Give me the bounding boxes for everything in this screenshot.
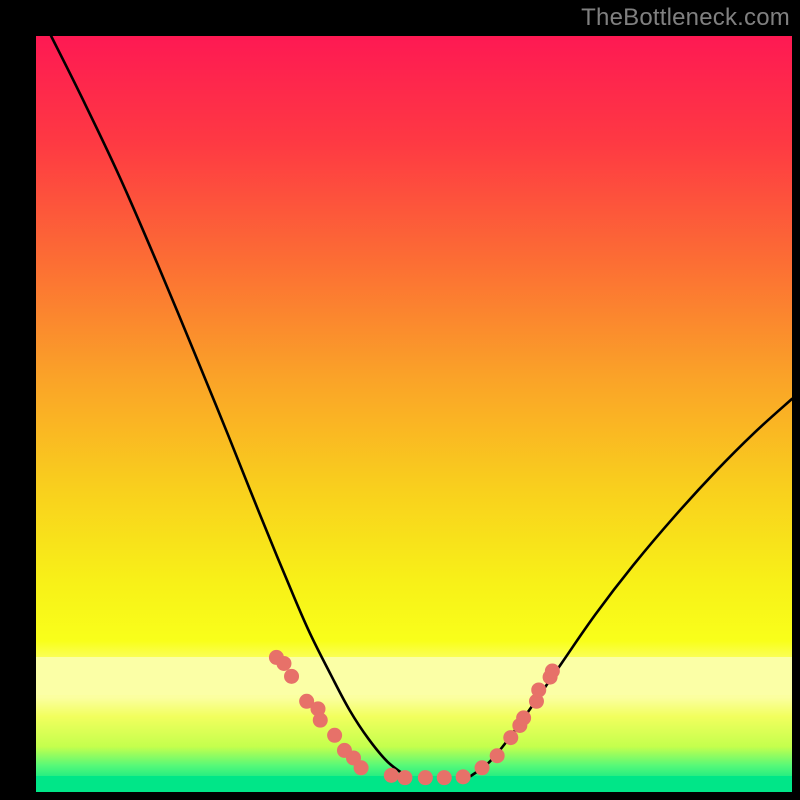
plot-area <box>36 36 792 792</box>
data-point-marker <box>545 664 560 679</box>
data-point-marker <box>284 669 299 684</box>
data-point-marker <box>327 728 342 743</box>
data-point-marker <box>313 713 328 728</box>
data-point-marker <box>354 760 369 775</box>
data-point-marker <box>490 748 505 763</box>
data-point-marker <box>516 710 531 725</box>
data-point-marker <box>456 769 471 784</box>
data-point-marker <box>384 768 399 783</box>
bottleneck-curve <box>51 36 406 776</box>
data-point-marker <box>437 770 452 785</box>
chart-stage: TheBottleneck.com <box>0 0 800 800</box>
curve-layer <box>36 36 792 792</box>
data-point-marker <box>418 770 433 785</box>
data-point-marker <box>475 760 490 775</box>
data-point-marker <box>397 770 412 785</box>
watermark-text: TheBottleneck.com <box>581 4 790 32</box>
data-point-marker <box>531 682 546 697</box>
data-point-marker <box>503 730 518 745</box>
data-point-marker <box>276 656 291 671</box>
